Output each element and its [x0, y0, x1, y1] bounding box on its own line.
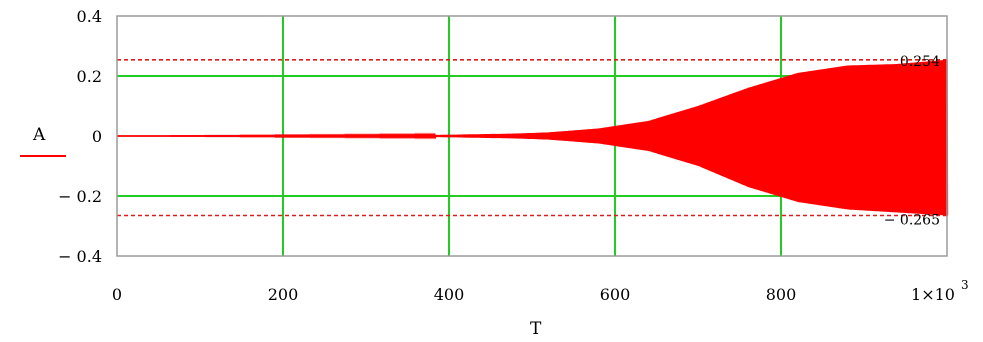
- signal-series: [117, 59, 949, 216]
- y-tick-labels: 0.4 0.2 0 − 0.2 − 0.4: [58, 7, 102, 266]
- y-tick-label: 0: [92, 127, 102, 146]
- y-tick-label: − 0.2: [58, 187, 102, 206]
- y-tick-label: − 0.4: [58, 247, 102, 266]
- x-tick-label: 1×10: [911, 285, 955, 304]
- signal-line: [117, 59, 949, 216]
- y-tick-label: 0.2: [77, 67, 102, 86]
- reference-lines: [117, 58, 947, 217]
- plot-border: [116, 15, 948, 257]
- x-tick-label: 800: [766, 285, 797, 304]
- y-axis-label: A: [32, 125, 46, 145]
- y-tick-label: 0.4: [77, 7, 102, 26]
- x-tick-label: 600: [600, 285, 631, 304]
- plot-frame: [116, 15, 948, 257]
- x-tick-labels: 0 200 400 600 800 1×10 3: [112, 278, 969, 304]
- x-tick-label: 400: [434, 285, 465, 304]
- x-axis-label: T: [530, 319, 542, 339]
- reference-labels: 0.254 − 0.265: [884, 54, 940, 229]
- reference-label: − 0.265: [884, 213, 940, 229]
- x-tick-label: 200: [268, 285, 299, 304]
- x-tick-label: 0: [112, 285, 122, 304]
- reference-label: 0.254: [900, 54, 940, 70]
- x-tick-exponent: 3: [961, 278, 969, 292]
